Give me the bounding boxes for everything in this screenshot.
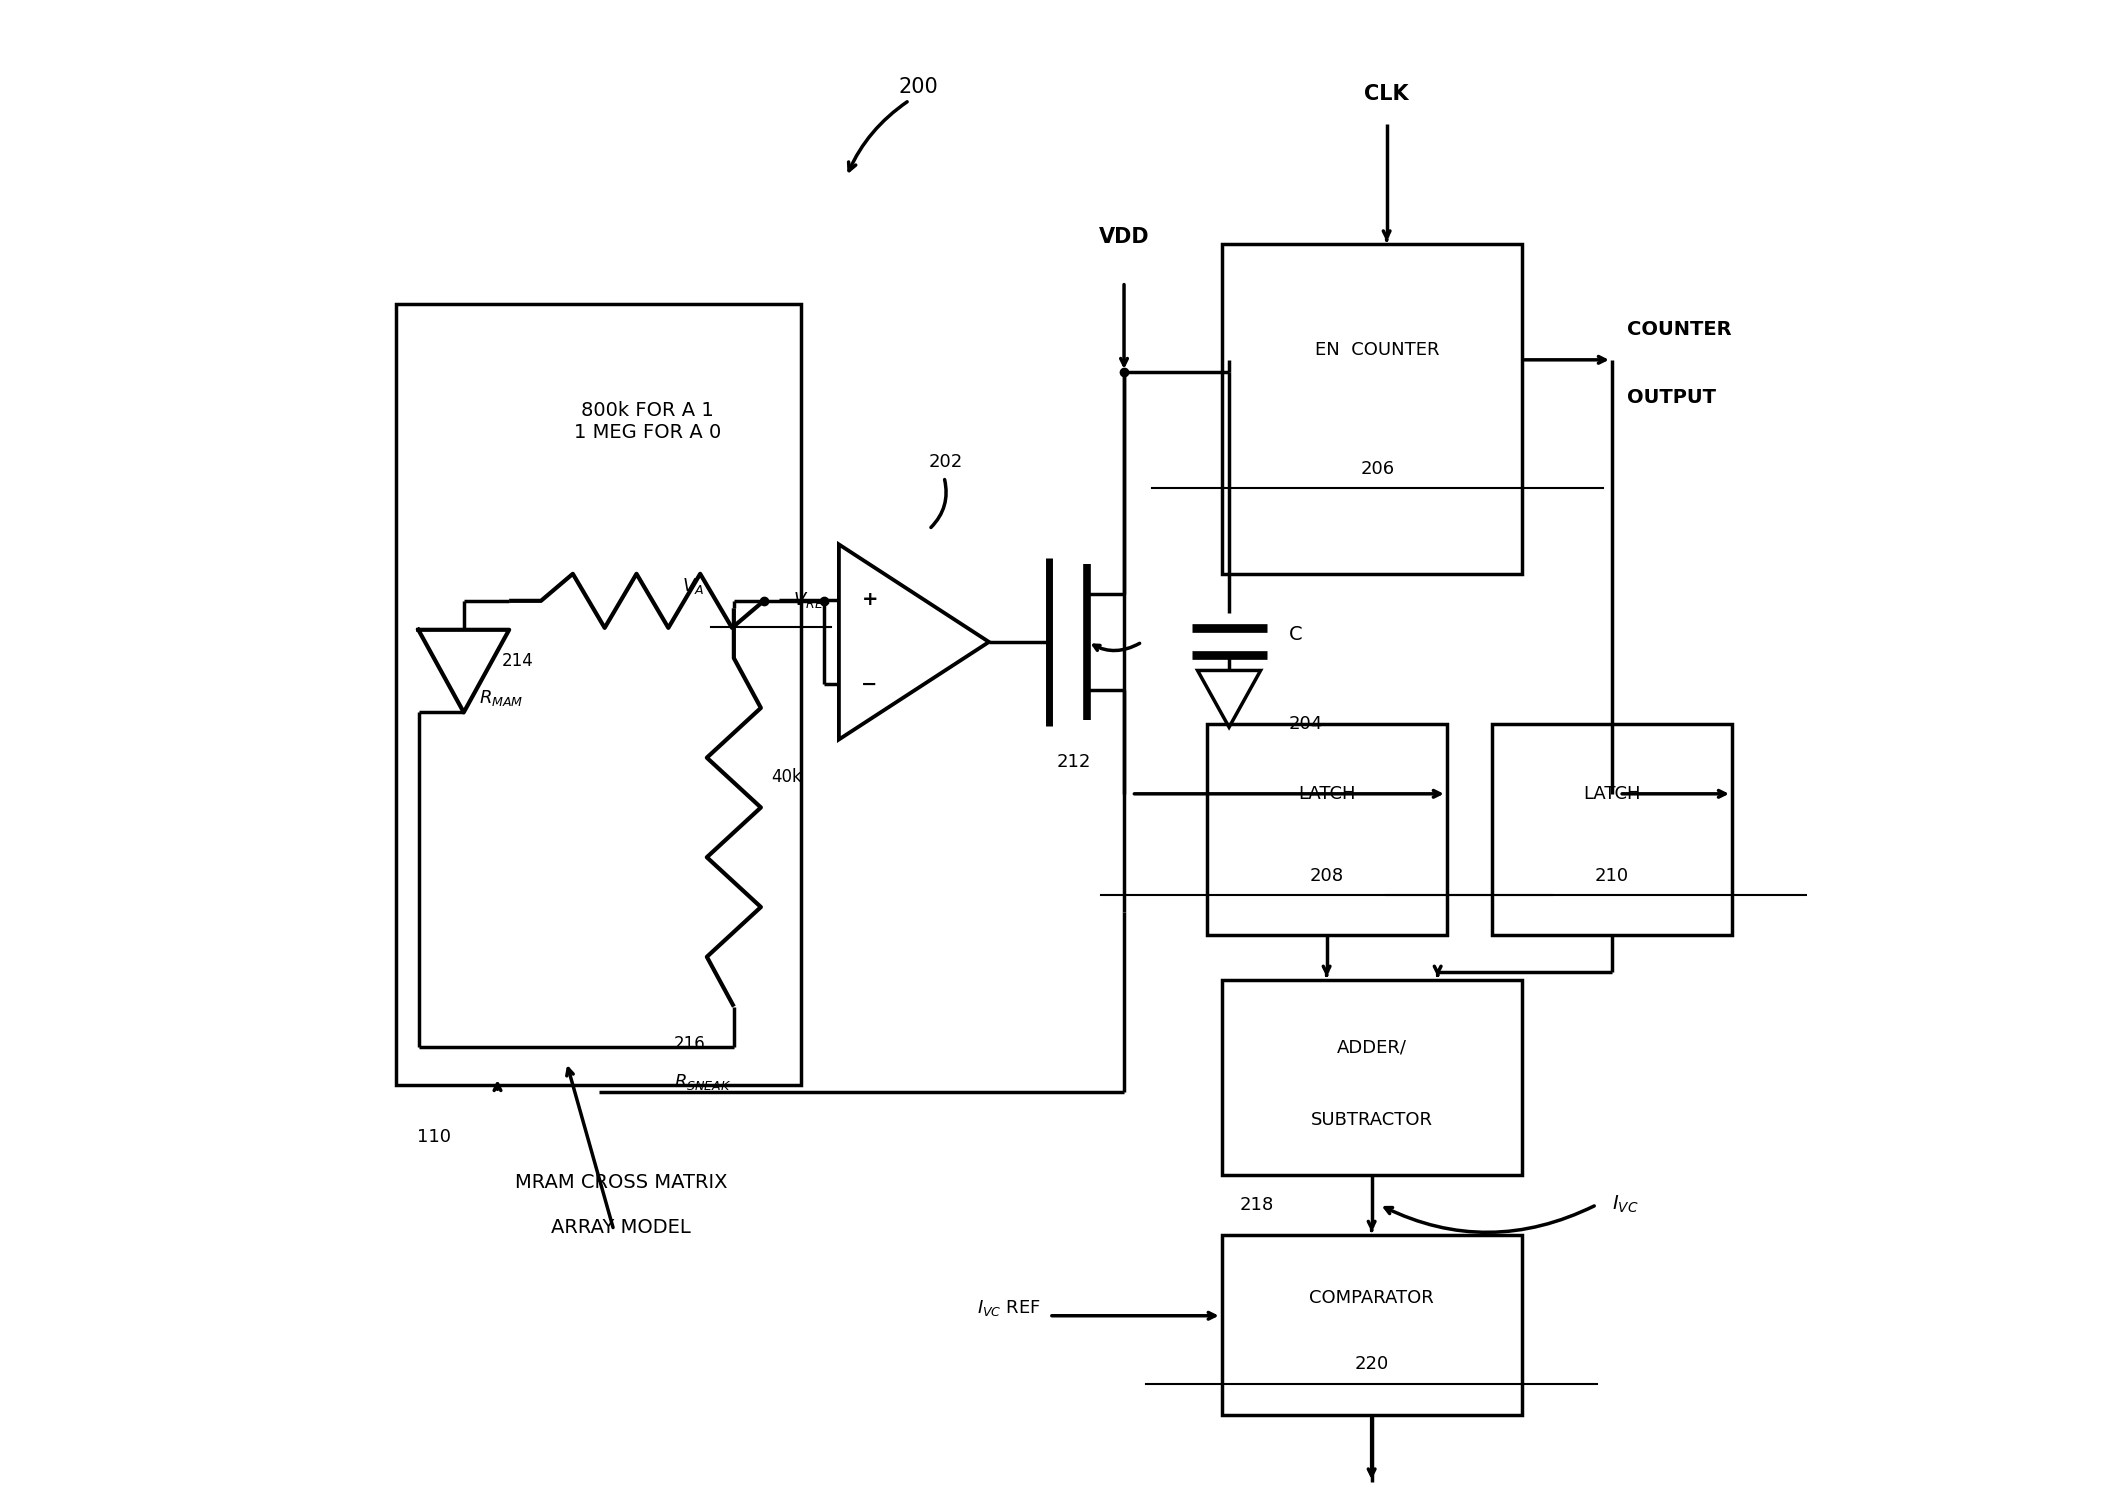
Bar [1221, 244, 1521, 575]
Text: COUNTER: COUNTER [1627, 320, 1731, 340]
Bar [1207, 724, 1447, 934]
Text: $V_{REF}$: $V_{REF}$ [792, 590, 830, 610]
Bar [1221, 1234, 1521, 1415]
Text: −: − [862, 675, 877, 694]
Text: 110: 110 [416, 1129, 450, 1147]
Text: ARRAY MODEL: ARRAY MODEL [551, 1218, 691, 1237]
Text: 210: 210 [1595, 866, 1629, 884]
Text: EN  COUNTER: EN COUNTER [1316, 341, 1439, 359]
Text: 200: 200 [898, 77, 938, 97]
Text: $R_{SNEAK}$: $R_{SNEAK}$ [674, 1071, 731, 1091]
Bar [397, 305, 801, 1085]
Text: $R_{MAM}$: $R_{MAM}$ [480, 688, 524, 708]
Text: 204: 204 [1289, 715, 1323, 733]
Text: 206: 206 [1361, 460, 1395, 478]
Text: SUBTRACTOR: SUBTRACTOR [1310, 1111, 1433, 1129]
Text: $I_{VC}$: $I_{VC}$ [1612, 1194, 1638, 1215]
Text: LATCH: LATCH [1583, 785, 1640, 803]
Text: 208: 208 [1310, 866, 1344, 884]
Text: CLK: CLK [1365, 85, 1409, 104]
Text: 216: 216 [674, 1035, 706, 1053]
Bar [1221, 979, 1521, 1174]
Text: 800k FOR A 1
1 MEG FOR A 0: 800k FOR A 1 1 MEG FOR A 0 [575, 401, 721, 442]
Text: COMPARATOR: COMPARATOR [1310, 1289, 1435, 1307]
Text: 214: 214 [501, 652, 532, 670]
Text: MRAM CROSS MATRIX: MRAM CROSS MATRIX [516, 1172, 727, 1192]
Text: 202: 202 [930, 453, 964, 471]
Text: ADDER/: ADDER/ [1338, 1038, 1407, 1056]
Text: VDD: VDD [1099, 226, 1149, 247]
Text: $I_{VC}$ REF: $I_{VC}$ REF [978, 1298, 1042, 1319]
Text: C: C [1289, 625, 1304, 644]
Text: 218: 218 [1240, 1195, 1274, 1213]
Text: $V_A$: $V_A$ [682, 576, 704, 596]
Text: 40k: 40k [771, 768, 803, 786]
Bar [1492, 724, 1733, 934]
Text: OUTPUT: OUTPUT [1627, 388, 1716, 407]
Text: +: + [862, 590, 877, 610]
Text: LATCH: LATCH [1297, 785, 1354, 803]
Text: 220: 220 [1354, 1355, 1388, 1373]
Text: 212: 212 [1056, 753, 1090, 771]
